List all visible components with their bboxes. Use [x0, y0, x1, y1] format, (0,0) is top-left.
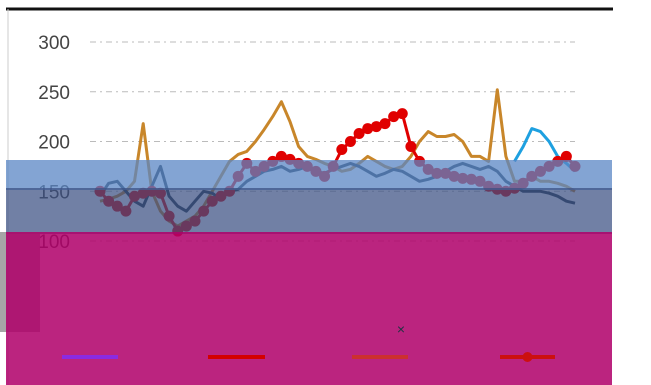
legend-swatch-marker: [522, 352, 533, 362]
series-point: [336, 143, 348, 155]
overlay-band-blue: [6, 160, 612, 190]
series-point: [275, 150, 287, 162]
series-point: [396, 108, 408, 120]
y-tick-label: 200: [38, 133, 70, 154]
legend-marker-glyph: ×: [397, 321, 405, 337]
overlay-block-magenta: [6, 232, 612, 385]
y-tick-label: 300: [38, 33, 70, 54]
series-point: [362, 123, 374, 135]
legend: [62, 352, 555, 362]
overlay-band-navy: [6, 188, 612, 234]
series-point: [344, 136, 356, 147]
series-point: [370, 121, 382, 133]
series-point: [560, 150, 572, 162]
y-tick-label: 250: [38, 83, 70, 104]
series-point: [379, 118, 391, 130]
series-point: [388, 111, 400, 123]
series-point: [405, 140, 417, 152]
series-point: [353, 128, 365, 140]
